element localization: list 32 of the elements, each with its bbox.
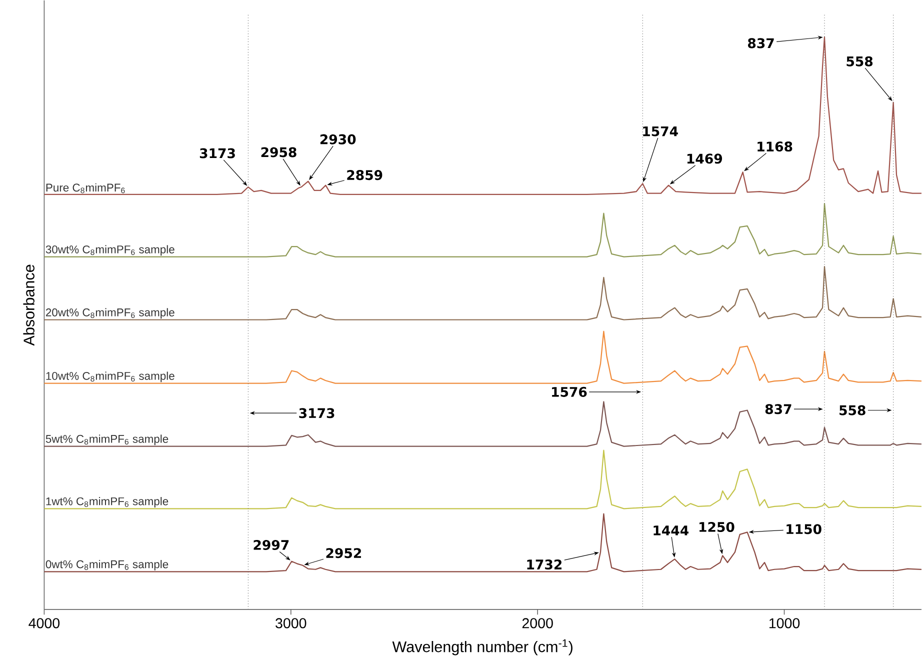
series-label: 5wt% C$_{8}$mimPF$_{6}$ sample (46, 434, 168, 446)
annotation: 3173 (299, 408, 334, 418)
annotation: 2859 (347, 170, 382, 180)
annotation: 2952 (326, 548, 361, 558)
x-axis-title: Wavelength number (cm$^{-1}$) (392, 640, 572, 656)
annotation: 2930 (320, 134, 356, 145)
annotation: 1469 (687, 154, 722, 164)
x-tick-label: 2000 (522, 618, 553, 628)
series-label: 10wt% C$_{8}$mimPF$_{6}$ sample (46, 372, 174, 382)
series-label: 20wt% C$_{8}$mimPF$_{6}$ sample (46, 308, 174, 319)
annotation: 1150 (786, 524, 822, 534)
series-label: 0wt% C$_{8}$mimPF$_{6}$ sample (46, 560, 168, 571)
y-axis-title: Absorbance (23, 264, 34, 346)
x-tick-label: 3000 (276, 618, 306, 628)
annotation: 3173 (200, 148, 235, 158)
annotation: 1444 (654, 526, 688, 536)
annotation: 1576 (552, 387, 587, 398)
series-label: 1wt% C$_{8}$mimPF$_{6}$ sample (46, 497, 168, 508)
annotation: 558 (840, 405, 866, 416)
annotation: 1168 (758, 142, 792, 152)
annotation: 1574 (643, 126, 678, 136)
annotation: 2958 (261, 147, 296, 158)
annotation: 837 (765, 404, 792, 414)
x-tick-label: 1000 (769, 618, 800, 628)
annotation: 1732 (527, 560, 562, 570)
annotation: 558 (846, 56, 873, 67)
annotation: 837 (748, 38, 774, 48)
annotation: 1250 (700, 522, 734, 532)
series-label: 30wt% C$_{8}$mimPF$_{6}$ sample (46, 245, 174, 256)
annotation: 2997 (254, 540, 289, 550)
series-label: Pure C$_{8}$mimPF$_{6}$ (46, 184, 125, 194)
x-tick-label: 4000 (28, 618, 60, 628)
